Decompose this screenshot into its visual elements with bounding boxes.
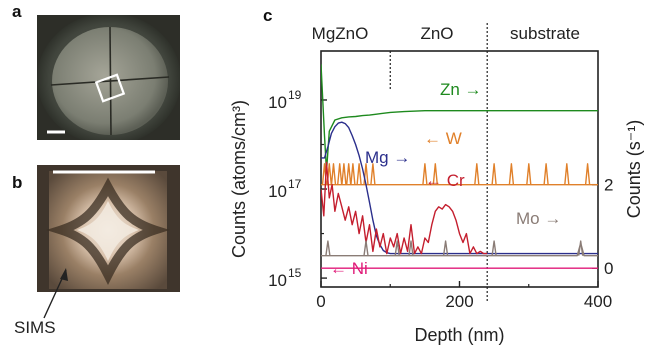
y-left-tick-exponent: 19 [288, 88, 302, 102]
series-line-cr [321, 161, 488, 255]
y-left-tick-exponent: 17 [288, 177, 302, 191]
region-label: substrate [510, 24, 580, 43]
series-line-w [321, 163, 598, 186]
wafer-photo [37, 15, 180, 140]
y-left-tick-label: 10 [268, 182, 287, 201]
annotation-ni: ← Ni [330, 259, 368, 278]
annotation-w: ← W [424, 129, 462, 148]
y-left-tick-exponent: 15 [288, 266, 302, 280]
x-tick-label: 400 [584, 292, 612, 311]
panel-label-a: a [12, 2, 22, 21]
y-right-tick-label: 0 [604, 259, 613, 278]
x-axis-title: Depth (nm) [414, 325, 504, 345]
annotation-mo: Mo → [516, 209, 561, 228]
annotation-cr: ← Cr [425, 171, 465, 190]
series-line-zn [321, 64, 598, 172]
y-left-tick-label: 10 [268, 271, 287, 290]
panel-label-b: b [12, 173, 23, 192]
annotation-mg: Mg → [365, 148, 410, 167]
region-label: MgZnO [312, 24, 369, 43]
sims-label: SIMS [14, 318, 56, 337]
y-left-tick-label: 10 [268, 93, 287, 112]
y-left-axis-title: Counts (atoms/cm³) [229, 100, 249, 258]
sample-closeup-photo [37, 165, 180, 292]
x-tick-label: 0 [316, 292, 325, 311]
region-label: ZnO [420, 24, 453, 43]
panel-label-c: c [263, 6, 273, 25]
sims-arrow-head [60, 268, 68, 281]
sample-closeup-graphic [37, 165, 180, 292]
y-right-axis-title: Counts (s⁻¹) [624, 120, 644, 219]
x-tick-label: 200 [445, 292, 473, 311]
wafer-photo-graphic [37, 15, 180, 140]
annotation-zn: Zn → [440, 80, 482, 99]
series-line-mo [321, 240, 598, 257]
y-right-tick-label: 2 [604, 176, 613, 195]
